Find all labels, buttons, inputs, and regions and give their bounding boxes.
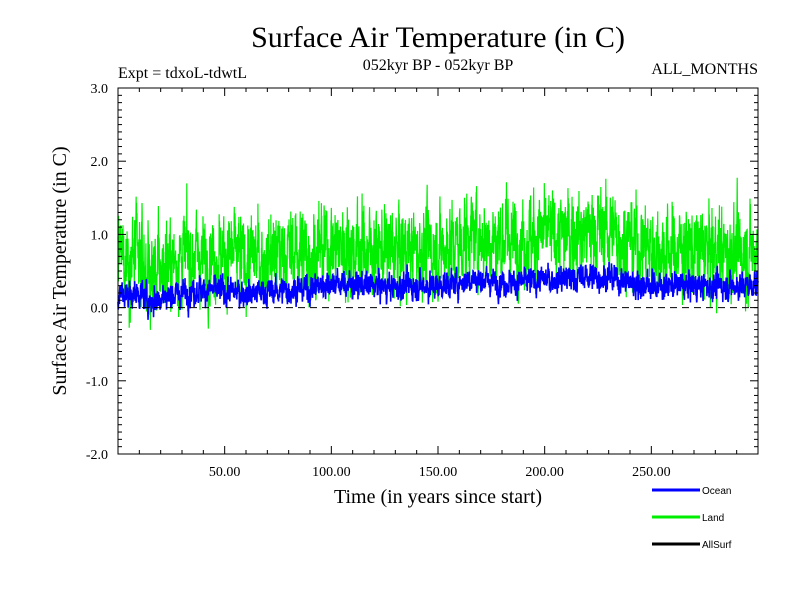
y-tick-label: 1.0 [91,228,109,243]
legend-label-allsurf: AllSurf [702,540,732,551]
legend-label-land: Land [702,513,724,524]
y-tick-label: 0.0 [91,302,109,317]
y-tick-labels: -2.0 -1.0 0.0 1.0 2.0 3.0 [86,82,108,463]
legend-label-ocean: Ocean [702,486,731,497]
x-tick-label: 50.00 [209,465,241,480]
y-tick-label: 3.0 [91,82,109,97]
subtitle-left: Expt = tdxoL-tdwtL [118,65,247,82]
subtitle-center: 052kyr BP - 052kyr BP [363,57,514,74]
series-layer [117,177,759,330]
x-tick-label: 200.00 [525,465,564,480]
series-line-ocean [117,261,759,320]
subtitle-right: ALL_MONTHS [651,61,758,78]
y-tick-label: 2.0 [91,155,109,170]
y-tick-label: -1.0 [86,375,108,390]
x-tick-label: 250.00 [632,465,671,480]
x-tick-labels: 50.00 100.00 150.00 200.00 250.00 [209,465,671,480]
plot-frame [117,87,759,455]
tick-marks [118,88,758,454]
y-axis-label: Surface Air Temperature (in C) [49,146,71,395]
chart-title: Surface Air Temperature (in C) [251,21,625,54]
x-axis-label: Time (in years since start) [334,486,542,508]
x-tick-label: 100.00 [312,465,351,480]
legend: Ocean Land AllSurf [652,486,732,551]
x-tick-label: 150.00 [419,465,458,480]
y-tick-label: -2.0 [86,448,108,463]
series-line-land [117,177,759,330]
